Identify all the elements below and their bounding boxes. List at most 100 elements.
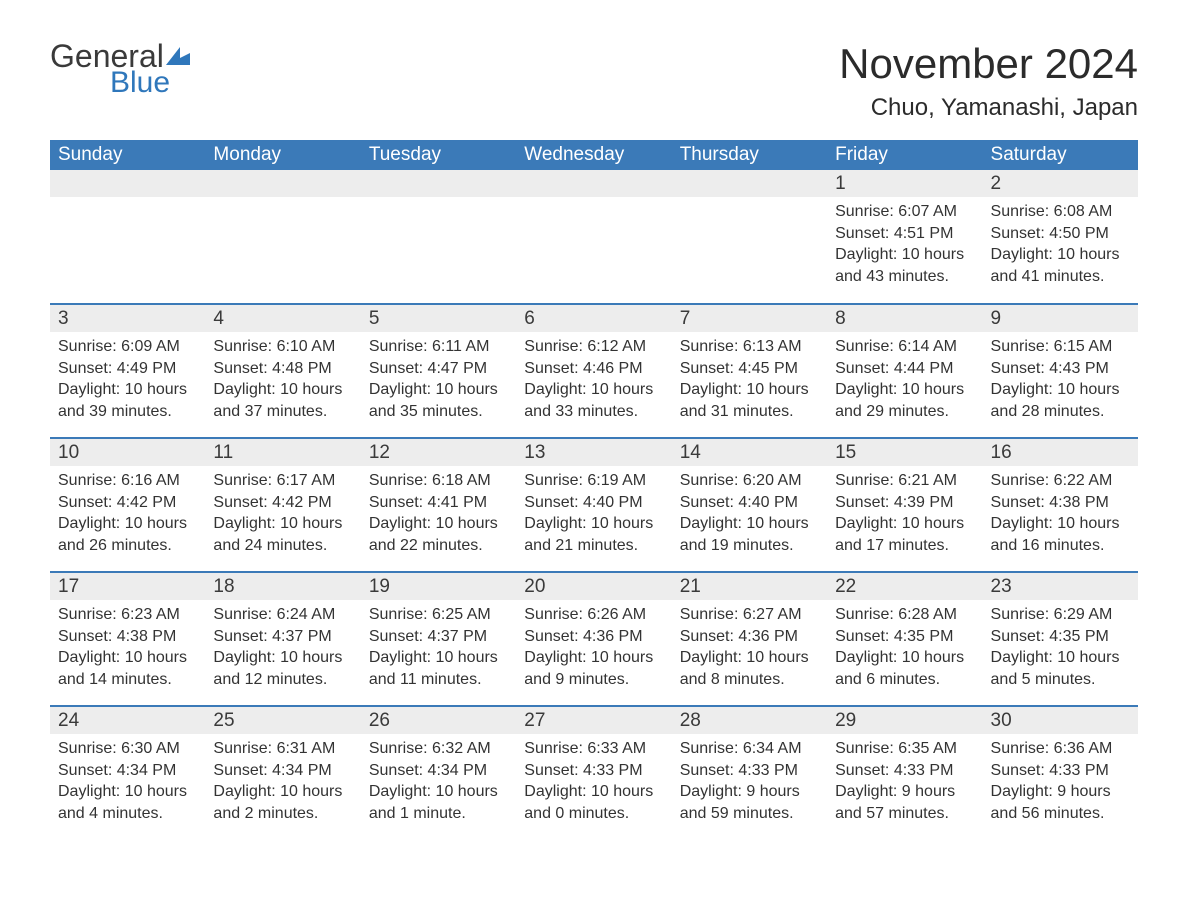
calendar-cell: 6Sunrise: 6:12 AMSunset: 4:46 PMDaylight… xyxy=(516,304,671,438)
daylight-line2: and 14 minutes. xyxy=(58,669,197,691)
day-number: 18 xyxy=(205,573,360,600)
day-number: 26 xyxy=(361,707,516,734)
daylight-line1: Daylight: 10 hours xyxy=(58,781,197,803)
calendar-cell: 27Sunrise: 6:33 AMSunset: 4:33 PMDayligh… xyxy=(516,706,671,840)
sunset-text: Sunset: 4:39 PM xyxy=(835,492,974,514)
calendar-cell: 3Sunrise: 6:09 AMSunset: 4:49 PMDaylight… xyxy=(50,304,205,438)
sunrise-text: Sunrise: 6:25 AM xyxy=(369,604,508,626)
logo-text-blue: Blue xyxy=(110,68,190,98)
day-details: Sunrise: 6:25 AMSunset: 4:37 PMDaylight:… xyxy=(361,600,516,696)
daylight-line1: Daylight: 9 hours xyxy=(835,781,974,803)
day-details: Sunrise: 6:21 AMSunset: 4:39 PMDaylight:… xyxy=(827,466,982,562)
calendar-cell: 29Sunrise: 6:35 AMSunset: 4:33 PMDayligh… xyxy=(827,706,982,840)
calendar-cell: 12Sunrise: 6:18 AMSunset: 4:41 PMDayligh… xyxy=(361,438,516,572)
day-number: 27 xyxy=(516,707,671,734)
day-number: 28 xyxy=(672,707,827,734)
day-number: 9 xyxy=(983,305,1138,332)
daylight-line2: and 57 minutes. xyxy=(835,803,974,825)
day-header: Saturday xyxy=(983,140,1138,170)
day-number: 22 xyxy=(827,573,982,600)
daylight-line2: and 43 minutes. xyxy=(835,266,974,288)
day-number: 29 xyxy=(827,707,982,734)
daylight-line2: and 19 minutes. xyxy=(680,535,819,557)
day-details: Sunrise: 6:11 AMSunset: 4:47 PMDaylight:… xyxy=(361,332,516,428)
sunset-text: Sunset: 4:37 PM xyxy=(213,626,352,648)
sunset-text: Sunset: 4:33 PM xyxy=(524,760,663,782)
daylight-line1: Daylight: 10 hours xyxy=(369,513,508,535)
day-number xyxy=(672,170,827,197)
calendar-week-row: 1Sunrise: 6:07 AMSunset: 4:51 PMDaylight… xyxy=(50,170,1138,304)
sunrise-text: Sunrise: 6:10 AM xyxy=(213,336,352,358)
day-number xyxy=(516,170,671,197)
sunset-text: Sunset: 4:34 PM xyxy=(369,760,508,782)
sunset-text: Sunset: 4:36 PM xyxy=(524,626,663,648)
calendar-cell: 22Sunrise: 6:28 AMSunset: 4:35 PMDayligh… xyxy=(827,572,982,706)
sunset-text: Sunset: 4:43 PM xyxy=(991,358,1130,380)
day-number xyxy=(50,170,205,197)
calendar-cell: 19Sunrise: 6:25 AMSunset: 4:37 PMDayligh… xyxy=(361,572,516,706)
sunrise-text: Sunrise: 6:17 AM xyxy=(213,470,352,492)
calendar-cell: 26Sunrise: 6:32 AMSunset: 4:34 PMDayligh… xyxy=(361,706,516,840)
sunset-text: Sunset: 4:40 PM xyxy=(524,492,663,514)
daylight-line1: Daylight: 10 hours xyxy=(991,244,1130,266)
daylight-line2: and 12 minutes. xyxy=(213,669,352,691)
day-details: Sunrise: 6:14 AMSunset: 4:44 PMDaylight:… xyxy=(827,332,982,428)
daylight-line1: Daylight: 10 hours xyxy=(680,379,819,401)
daylight-line2: and 59 minutes. xyxy=(680,803,819,825)
calendar-week-row: 10Sunrise: 6:16 AMSunset: 4:42 PMDayligh… xyxy=(50,438,1138,572)
daylight-line1: Daylight: 10 hours xyxy=(991,379,1130,401)
day-number: 14 xyxy=(672,439,827,466)
sunset-text: Sunset: 4:40 PM xyxy=(680,492,819,514)
day-number: 21 xyxy=(672,573,827,600)
day-number: 24 xyxy=(50,707,205,734)
day-header: Thursday xyxy=(672,140,827,170)
day-details: Sunrise: 6:07 AMSunset: 4:51 PMDaylight:… xyxy=(827,197,982,293)
daylight-line2: and 21 minutes. xyxy=(524,535,663,557)
sunset-text: Sunset: 4:42 PM xyxy=(58,492,197,514)
sunset-text: Sunset: 4:33 PM xyxy=(991,760,1130,782)
calendar-cell: 9Sunrise: 6:15 AMSunset: 4:43 PMDaylight… xyxy=(983,304,1138,438)
day-details: Sunrise: 6:36 AMSunset: 4:33 PMDaylight:… xyxy=(983,734,1138,830)
sunrise-text: Sunrise: 6:34 AM xyxy=(680,738,819,760)
daylight-line2: and 35 minutes. xyxy=(369,401,508,423)
day-details: Sunrise: 6:09 AMSunset: 4:49 PMDaylight:… xyxy=(50,332,205,428)
day-number: 25 xyxy=(205,707,360,734)
daylight-line2: and 4 minutes. xyxy=(58,803,197,825)
day-details: Sunrise: 6:26 AMSunset: 4:36 PMDaylight:… xyxy=(516,600,671,696)
day-details: Sunrise: 6:16 AMSunset: 4:42 PMDaylight:… xyxy=(50,466,205,562)
sunrise-text: Sunrise: 6:27 AM xyxy=(680,604,819,626)
sunset-text: Sunset: 4:41 PM xyxy=(369,492,508,514)
daylight-line1: Daylight: 10 hours xyxy=(991,647,1130,669)
calendar-cell: 21Sunrise: 6:27 AMSunset: 4:36 PMDayligh… xyxy=(672,572,827,706)
daylight-line2: and 29 minutes. xyxy=(835,401,974,423)
day-header: Tuesday xyxy=(361,140,516,170)
page-header: General Blue November 2024 Chuo, Yamanas… xyxy=(50,40,1138,122)
sunset-text: Sunset: 4:49 PM xyxy=(58,358,197,380)
sunrise-text: Sunrise: 6:21 AM xyxy=(835,470,974,492)
sunrise-text: Sunrise: 6:12 AM xyxy=(524,336,663,358)
sunrise-text: Sunrise: 6:33 AM xyxy=(524,738,663,760)
daylight-line1: Daylight: 10 hours xyxy=(835,379,974,401)
sunrise-text: Sunrise: 6:09 AM xyxy=(58,336,197,358)
logo: General Blue xyxy=(50,40,190,98)
day-number: 1 xyxy=(827,170,982,197)
day-number: 5 xyxy=(361,305,516,332)
day-number: 2 xyxy=(983,170,1138,197)
calendar-cell xyxy=(516,170,671,304)
daylight-line1: Daylight: 10 hours xyxy=(213,513,352,535)
daylight-line2: and 28 minutes. xyxy=(991,401,1130,423)
sunrise-text: Sunrise: 6:29 AM xyxy=(991,604,1130,626)
calendar-week-row: 17Sunrise: 6:23 AMSunset: 4:38 PMDayligh… xyxy=(50,572,1138,706)
sunrise-text: Sunrise: 6:36 AM xyxy=(991,738,1130,760)
sunrise-text: Sunrise: 6:35 AM xyxy=(835,738,974,760)
calendar-cell: 11Sunrise: 6:17 AMSunset: 4:42 PMDayligh… xyxy=(205,438,360,572)
calendar-cell: 25Sunrise: 6:31 AMSunset: 4:34 PMDayligh… xyxy=(205,706,360,840)
day-number: 23 xyxy=(983,573,1138,600)
day-details: Sunrise: 6:28 AMSunset: 4:35 PMDaylight:… xyxy=(827,600,982,696)
sunset-text: Sunset: 4:42 PM xyxy=(213,492,352,514)
calendar-table: Sunday Monday Tuesday Wednesday Thursday… xyxy=(50,140,1138,840)
day-number: 3 xyxy=(50,305,205,332)
location-subtitle: Chuo, Yamanashi, Japan xyxy=(839,94,1138,122)
sunrise-text: Sunrise: 6:32 AM xyxy=(369,738,508,760)
day-details: Sunrise: 6:20 AMSunset: 4:40 PMDaylight:… xyxy=(672,466,827,562)
